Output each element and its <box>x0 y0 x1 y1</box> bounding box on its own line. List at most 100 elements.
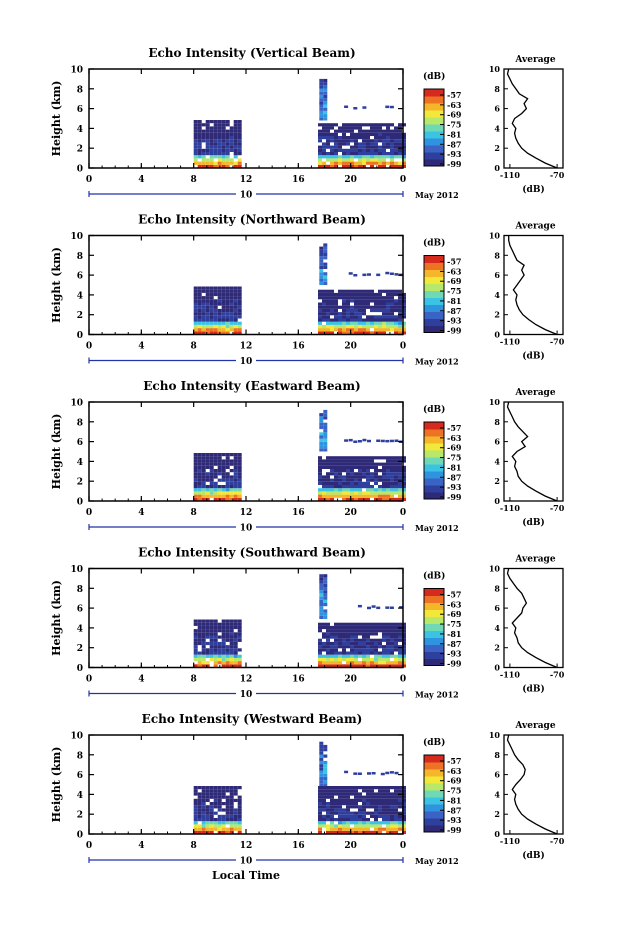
echo-cell <box>233 318 238 322</box>
echo-cell <box>342 299 346 303</box>
echo-cell <box>217 795 222 799</box>
echo-cell <box>330 462 334 466</box>
echo-cell <box>334 315 338 319</box>
colorbar-swatch <box>424 616 444 624</box>
echo-cell <box>209 286 214 290</box>
echo-cell <box>237 139 242 143</box>
echo-cell <box>342 328 346 332</box>
echo-cell <box>193 818 198 822</box>
echo-cell <box>354 478 358 482</box>
echo-cell <box>217 148 222 152</box>
colorbar-tick-label: -81 <box>447 462 461 472</box>
echo-cell <box>193 641 198 646</box>
echo-cell <box>221 814 226 818</box>
average-x-tick-label: -70 <box>550 670 565 680</box>
echo-cell <box>319 278 324 282</box>
colorbar-swatch <box>424 609 444 617</box>
echo-cell <box>217 292 222 297</box>
echo-cell <box>354 132 358 136</box>
y-tick-label: 0 <box>77 664 83 674</box>
echo-cell <box>358 132 362 136</box>
echo-cell <box>330 808 334 812</box>
echo-cell <box>366 638 370 642</box>
echo-cell <box>197 145 202 149</box>
echo-cell <box>378 296 382 300</box>
echo-cell <box>319 783 324 787</box>
echo-cell <box>330 641 334 646</box>
echo-cell <box>237 664 242 668</box>
echo-cell <box>193 651 198 655</box>
echo-cell <box>366 475 370 479</box>
echo-cell <box>374 324 378 329</box>
echo-cell <box>382 328 386 332</box>
echo-cell <box>342 664 346 668</box>
echo-cell <box>237 456 242 460</box>
average-y-tick-label: 6 <box>494 770 500 780</box>
echo-cell <box>402 485 406 489</box>
echo-cell <box>342 331 346 335</box>
average-y-tick-label: 4 <box>494 290 500 300</box>
echo-cell <box>390 312 394 316</box>
echo-cell <box>358 145 362 149</box>
colorbar-tick-label: -57 <box>447 590 461 600</box>
echo-cell <box>362 641 366 646</box>
echo-cell <box>342 811 346 815</box>
colorbar-swatch <box>424 131 444 139</box>
echo-cell <box>326 824 330 828</box>
echo-region <box>193 120 242 168</box>
echo-cell <box>390 296 394 300</box>
echo-cell <box>342 465 346 469</box>
echo-cell <box>221 619 226 623</box>
echo-cell <box>237 638 242 642</box>
echo-cell <box>350 312 354 316</box>
echo-cell <box>354 818 358 822</box>
echo-cell <box>326 299 330 303</box>
echo-cell <box>326 305 330 309</box>
echo-cell <box>382 661 386 665</box>
echo-cell <box>318 792 322 796</box>
echo-cell <box>362 645 366 649</box>
echo-cell <box>346 462 350 466</box>
echo-cell <box>330 469 334 473</box>
echo-cell <box>330 456 334 460</box>
echo-cell <box>225 139 230 143</box>
echo-cell <box>318 292 322 297</box>
echo-cell <box>201 469 206 473</box>
echo-cell <box>386 830 390 834</box>
echo-cell <box>217 824 222 828</box>
echo-cell <box>366 664 370 668</box>
echo-cell <box>229 827 234 831</box>
echo-cell <box>193 481 198 485</box>
echo-cell <box>334 136 338 140</box>
echo-cell <box>362 328 366 332</box>
echo-cell <box>318 664 322 668</box>
echo-cell <box>366 818 370 822</box>
echo-cell <box>233 126 238 130</box>
echo-cell <box>358 491 362 495</box>
echo-cell <box>322 802 326 806</box>
echo-cell <box>326 308 330 313</box>
echo-cell <box>370 632 374 636</box>
echo-cell <box>229 299 234 303</box>
echo-cell <box>323 422 328 426</box>
echo-cell <box>346 139 350 143</box>
echo-cell <box>370 661 374 665</box>
echo-cell <box>229 132 234 136</box>
echo-cell <box>201 465 206 469</box>
echo-cell <box>213 481 218 485</box>
colorbar-swatch <box>424 623 444 631</box>
echo-cell <box>229 161 234 165</box>
echo-cell <box>225 485 230 489</box>
x-tick-label: 16 <box>292 675 305 685</box>
panel-0: Echo Intensity (Vertical Beam)0 4 8 12 16 20 0… <box>50 46 565 201</box>
echo-cell <box>338 814 342 818</box>
echo-cell <box>193 155 198 159</box>
echo-cell <box>366 629 370 633</box>
echo-cell <box>394 289 398 293</box>
echo-cell <box>201 648 206 652</box>
echo-cell <box>362 818 366 822</box>
echo-cell <box>323 770 328 774</box>
echo-cell <box>398 469 402 473</box>
echo-cell <box>366 305 370 309</box>
echo-cell <box>213 155 218 159</box>
